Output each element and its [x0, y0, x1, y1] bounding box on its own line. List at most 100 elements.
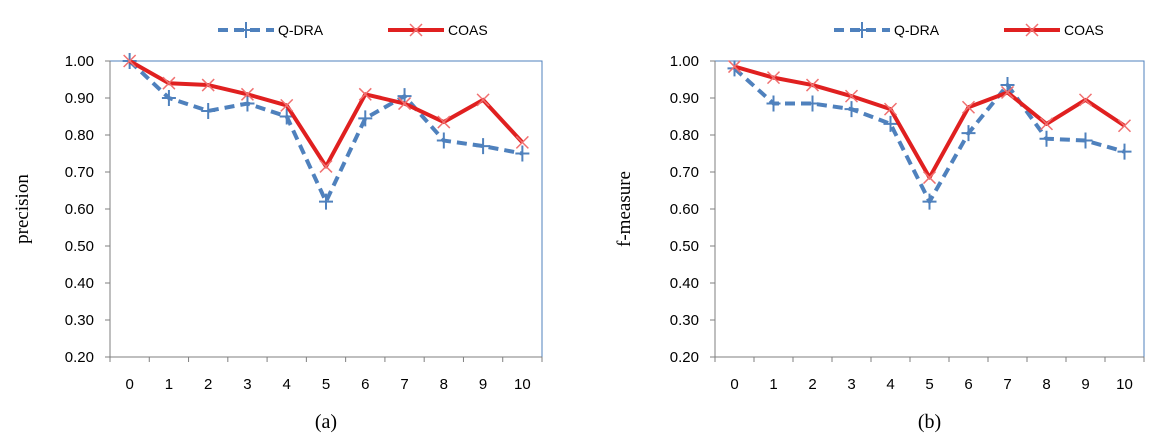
- legend-marker-x: [409, 23, 423, 37]
- y-tick-label: 0.50: [670, 238, 699, 255]
- y-tick-label: 0.30: [670, 312, 699, 329]
- x-tick-label: 5: [322, 376, 330, 393]
- chart-b: 0.20 0.30 0.40 0.50 0.60 0.70 0.80 0.90 1.00 0 1 2 3…: [578, 0, 1156, 439]
- data-point-x: [162, 76, 176, 90]
- series-line-q-dra: [128, 59, 523, 204]
- data-point-x: [319, 159, 333, 173]
- y-tick-label: 0.60: [65, 201, 94, 218]
- series-coas: [123, 54, 529, 173]
- x-tick-label: 0: [730, 376, 738, 393]
- data-point-plus: [883, 115, 898, 132]
- legend-label-q-dra: Q-DRA: [894, 22, 940, 38]
- legend-marker-plus: [855, 22, 869, 38]
- x-tick-label: 5: [925, 376, 933, 393]
- x-tick-label: 1: [165, 376, 173, 393]
- legend: Q-DRA COAS: [834, 22, 1104, 38]
- y-tick-label: 0.30: [65, 312, 94, 329]
- y-tick-label: 0.90: [670, 90, 699, 107]
- data-point-plus: [844, 101, 859, 118]
- data-point-plus: [201, 102, 216, 119]
- data-point-plus: [397, 88, 412, 105]
- data-point-x: [476, 93, 490, 107]
- series-line-q-dra: [733, 66, 1126, 204]
- y-axis-label: f-measure: [614, 171, 635, 247]
- data-point-x: [515, 135, 529, 149]
- y-tick-label: 0.90: [65, 90, 94, 107]
- data-point-plus: [1078, 132, 1093, 149]
- data-point-x: [123, 54, 137, 68]
- x-tick-label: 7: [1003, 376, 1011, 393]
- y-tick-label: 0.40: [65, 275, 94, 292]
- data-point-plus: [515, 145, 530, 162]
- data-point-x: [358, 87, 372, 101]
- series-coas: [727, 60, 1132, 185]
- data-point-x: [201, 78, 215, 92]
- x-tick-label: 8: [440, 376, 448, 393]
- y-tick-label: 1.00: [65, 53, 94, 70]
- data-point-x: [1000, 85, 1015, 99]
- data-point-x: [805, 78, 820, 92]
- x-tick-label: 0: [125, 376, 133, 393]
- series-line-coas: [128, 59, 524, 169]
- legend-marker-x: [1025, 23, 1039, 37]
- data-point-x: [922, 171, 937, 185]
- y-tick-label: 1.00: [670, 53, 699, 70]
- data-point-plus: [161, 90, 176, 106]
- x-tick-label: 10: [1116, 376, 1133, 393]
- data-point-x: [727, 60, 742, 74]
- y-tick-label: 0.60: [670, 201, 699, 218]
- y-tick-label: 0.40: [670, 275, 699, 292]
- data-point-plus: [1039, 130, 1054, 147]
- data-point-x: [1039, 117, 1054, 131]
- y-tick-label: 0.80: [65, 127, 94, 144]
- data-point-plus: [805, 95, 820, 112]
- data-point-x: [240, 87, 254, 101]
- x-tick-label: 8: [1042, 376, 1050, 393]
- chart-a: 0.20 0.30 0.40 0.50 0.60 0.70 0.80 0.90 1.00 0 1 2 3…: [12, 22, 543, 433]
- chart-b-svg: 0.20 0.30 0.40 0.50 0.60 0.70 0.80 0.90 1.00 0 1 2 3…: [614, 22, 1145, 433]
- legend-label-coas: COAS: [448, 22, 488, 38]
- data-point-plus: [1000, 77, 1015, 94]
- data-point-plus: [319, 193, 333, 210]
- data-point-plus: [1117, 143, 1132, 160]
- y-tick-label: 0.20: [65, 349, 94, 366]
- data-point-x: [398, 97, 412, 111]
- chart-caption: (b): [918, 411, 941, 433]
- x-tick-label: 3: [243, 376, 251, 393]
- y-tick-label: 0.70: [670, 164, 699, 181]
- x-tick-label: 6: [361, 376, 369, 393]
- x-tick-label: 2: [808, 376, 816, 393]
- data-point-x: [766, 71, 781, 85]
- data-point-x: [961, 100, 976, 114]
- y-tick-label: 0.80: [670, 127, 699, 144]
- data-point-x: [280, 98, 294, 112]
- data-point-plus: [279, 108, 294, 125]
- x-tick-label: 1: [769, 376, 777, 393]
- data-point-plus: [240, 95, 255, 112]
- data-point-x: [883, 102, 898, 116]
- chart-a-svg: 0.20 0.30 0.40 0.50 0.60 0.70 0.80 0.90 1.00 0 1 2 3…: [12, 22, 543, 433]
- data-point-plus: [476, 138, 491, 155]
- y-tick-label: 0.20: [670, 349, 699, 366]
- x-tick-label: 3: [847, 376, 855, 393]
- series-line-coas: [733, 64, 1126, 180]
- series-q-dra: [122, 53, 530, 210]
- x-tick-label: 4: [283, 376, 291, 393]
- x-tick-label: 2: [204, 376, 212, 393]
- legend-label-coas: COAS: [1064, 22, 1104, 38]
- y-tick-label: 0.70: [65, 164, 94, 181]
- x-tick-label: 10: [514, 376, 531, 393]
- legend: Q-DRA COAS: [218, 22, 488, 38]
- data-point-plus: [436, 132, 451, 149]
- x-tick-label: 9: [479, 376, 487, 393]
- x-tick-label: 7: [400, 376, 408, 393]
- data-point-plus: [766, 95, 781, 112]
- x-tick-label: 6: [964, 376, 972, 393]
- data-point-x: [844, 89, 859, 103]
- data-point-x: [1078, 93, 1093, 107]
- y-axis-label: precision: [12, 174, 33, 244]
- data-point-plus: [961, 125, 976, 142]
- chart-caption: (a): [315, 411, 337, 433]
- series-q-dra: [727, 60, 1132, 210]
- data-point-plus: [922, 193, 937, 210]
